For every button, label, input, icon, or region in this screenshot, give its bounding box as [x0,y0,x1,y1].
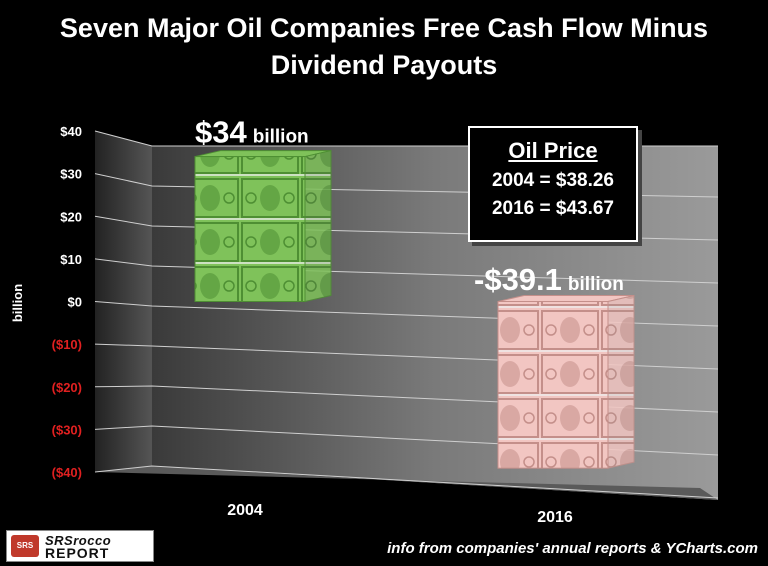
plot-side-wall [95,131,152,472]
data-label-unit: billion [253,127,309,148]
bar-2004 [194,156,306,302]
y-tick-label: $30 [60,167,82,182]
x-tick-label: 2004 [227,502,263,519]
gridline [94,465,719,499]
y-tick-label: ($10) [52,337,82,352]
y-tick-label: ($40) [52,465,82,480]
data-label-value: -$39.1 [474,262,562,297]
data-label-value: $34 [195,115,247,150]
data-label-unit: billion [568,274,624,295]
logo-text-srsrocco: SRSrocco [45,533,112,548]
oil-price-heading: Oil Price [508,138,598,163]
chart-title-line1: Seven Major Oil Companies Free Cash Flow… [59,13,709,43]
y-tick-label: $40 [60,124,82,139]
bar-side-face [607,294,635,469]
gridline [94,258,719,284]
y-tick-label: $20 [60,209,82,224]
plot-floor [95,466,718,500]
oil-price-2004: 2004 = $38.26 [491,170,615,191]
chart-title: Seven Major Oil Companies Free Cash Flow… [0,10,768,84]
y-tick-label: ($20) [52,380,82,395]
y-axis-label: billion [10,284,25,322]
y-tick-label: $0 [68,295,82,310]
chart-title-line2: Dividend Payouts [270,50,498,80]
x-tick-label: 2016 [537,509,573,526]
data-label: $34 billion [195,115,309,150]
bar-side-face [304,149,332,303]
oil-price-2016: 2016 = $43.67 [491,198,615,219]
y-tick-label: $10 [60,252,82,267]
source-note: info from companies' annual reports & YC… [387,540,758,557]
logo-text-report: REPORT [45,545,110,561]
y-tick-label: ($30) [52,422,82,437]
data-label: -$39.1 billion [474,262,624,297]
bar-2016 [497,301,609,469]
srsrocco-logo: SRS SRSrocco REPORT [6,530,154,562]
oil-price-box: Oil Price 2004 = $38.26 2016 = $43.67 [468,126,638,242]
logo-mark-icon: SRS [11,535,39,557]
